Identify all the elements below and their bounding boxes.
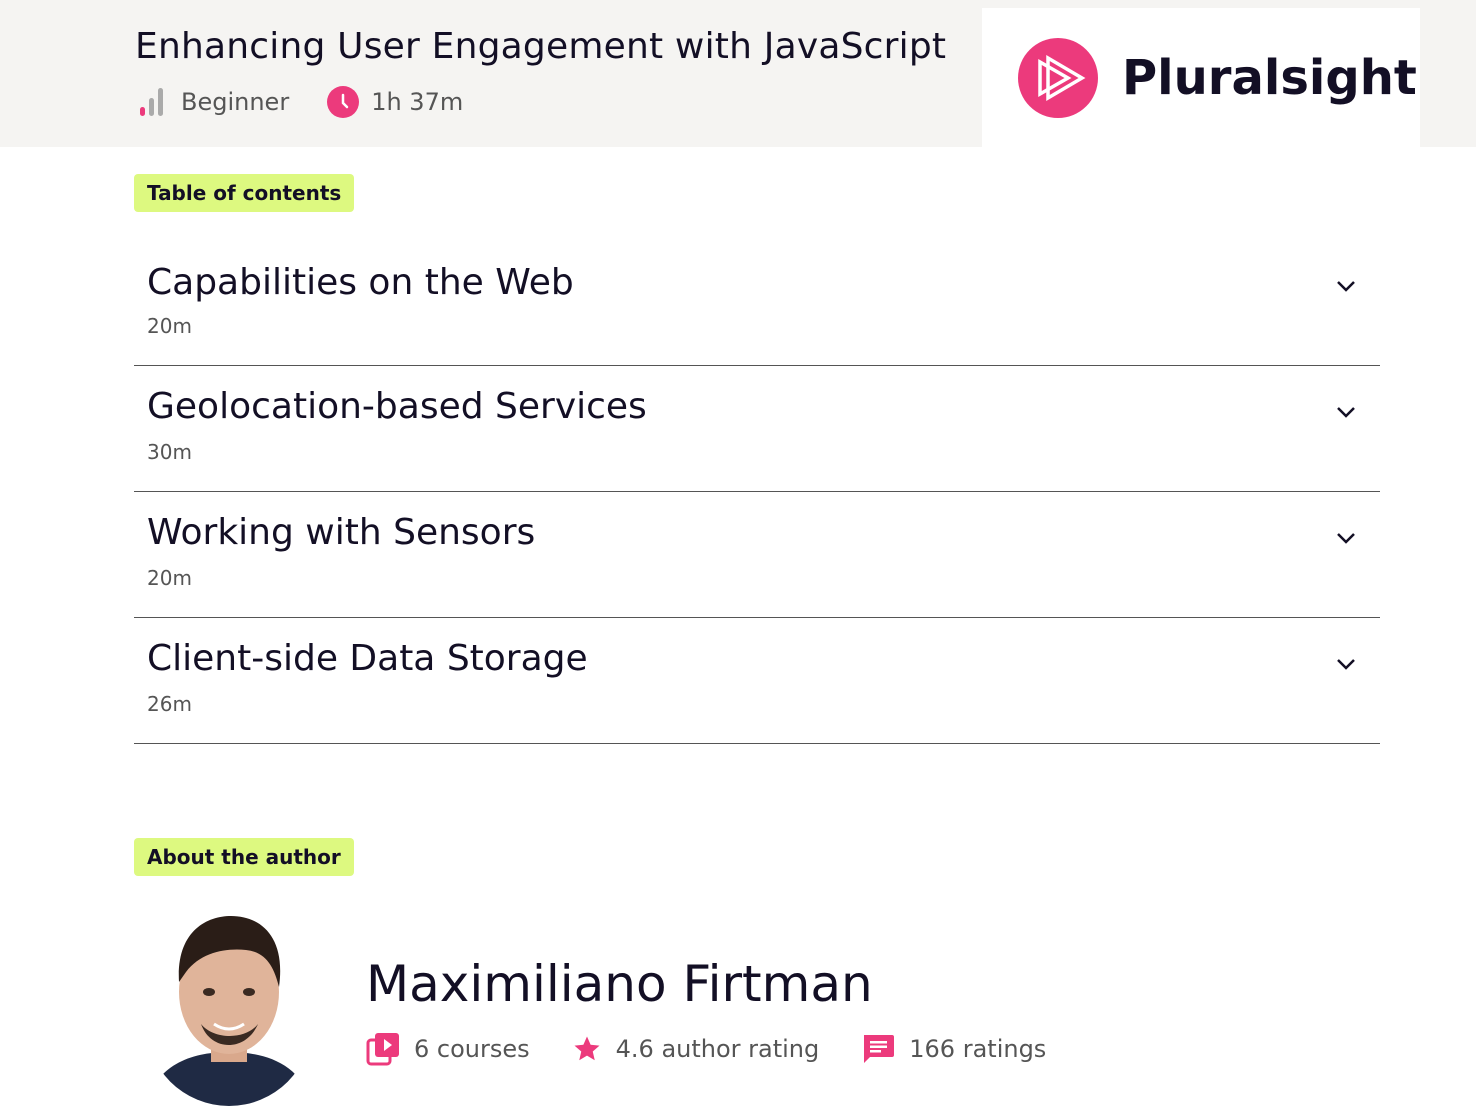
module-row[interactable]: Working with Sensors 20m <box>134 492 1380 618</box>
author-ratings-count: 166 ratings <box>861 1033 1046 1065</box>
module-row[interactable]: Capabilities on the Web 20m <box>134 240 1380 366</box>
module-duration: 20m <box>147 314 192 338</box>
module-row[interactable]: Geolocation-based Services 30m <box>134 366 1380 492</box>
chevron-down-icon[interactable] <box>1334 274 1358 298</box>
author-heading: About the author <box>134 838 354 876</box>
course-level: Beginner <box>140 88 289 116</box>
chevron-down-icon[interactable] <box>1334 652 1358 676</box>
author-rating: 4.6 author rating <box>572 1034 820 1064</box>
chevron-down-icon[interactable] <box>1334 526 1358 550</box>
module-duration: 26m <box>147 692 192 716</box>
module-duration: 20m <box>147 566 192 590</box>
course-duration: 1h 37m <box>327 86 463 118</box>
video-library-icon <box>366 1033 399 1066</box>
duration-label: 1h 37m <box>371 88 464 116</box>
module-title: Capabilities on the Web <box>147 262 574 303</box>
course-meta: Beginner 1h 37m <box>140 86 501 118</box>
module-title: Client-side Data Storage <box>147 638 588 679</box>
author-courses: 6 courses <box>366 1032 530 1066</box>
chevron-down-icon[interactable] <box>1334 400 1358 424</box>
pluralsight-logo: Pluralsight <box>982 8 1420 147</box>
course-title: Enhancing User Engagement with JavaScrip… <box>135 26 947 67</box>
clock-icon <box>327 86 360 118</box>
courses-count: 6 courses <box>414 1035 530 1063</box>
module-row[interactable]: Client-side Data Storage 26m <box>134 618 1380 744</box>
module-duration: 30m <box>147 440 192 464</box>
module-title: Geolocation-based Services <box>147 386 647 427</box>
author-name: Maximiliano Firtman <box>366 955 873 1013</box>
module-title: Working with Sensors <box>147 512 536 553</box>
star-icon <box>574 1036 600 1061</box>
pluralsight-play-icon <box>1018 37 1098 118</box>
brand-name: Pluralsight <box>1122 49 1417 106</box>
level-label: Beginner <box>181 88 290 116</box>
comment-icon <box>864 1035 895 1063</box>
table-of-contents: Capabilities on the Web 20m Geolocation-… <box>134 240 1380 744</box>
signal-bars-icon <box>140 88 163 116</box>
rating-value: 4.6 author rating <box>615 1035 820 1063</box>
author-avatar <box>146 912 312 1106</box>
ratings-count: 166 ratings <box>909 1035 1047 1063</box>
author-stats: 6 courses 4.6 author rating 166 ratings <box>366 1032 1088 1066</box>
toc-heading: Table of contents <box>134 174 355 212</box>
